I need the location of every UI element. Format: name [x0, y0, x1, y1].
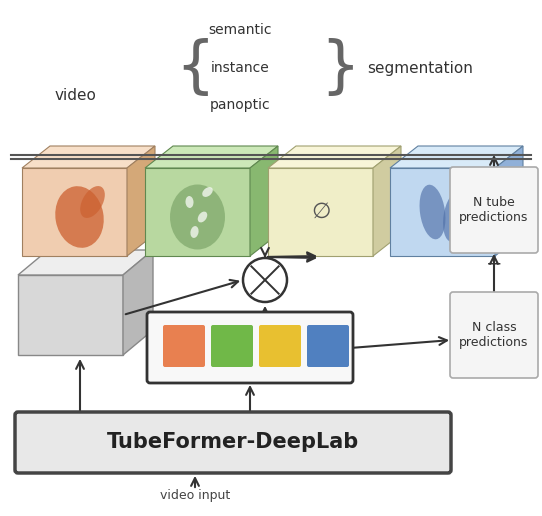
- Ellipse shape: [185, 196, 193, 208]
- Polygon shape: [373, 146, 401, 256]
- Ellipse shape: [198, 212, 207, 222]
- Polygon shape: [18, 275, 123, 355]
- Text: {: {: [175, 38, 215, 98]
- Polygon shape: [22, 168, 127, 256]
- Text: video input: video input: [160, 489, 230, 502]
- Polygon shape: [123, 250, 153, 355]
- Ellipse shape: [55, 186, 104, 248]
- Text: video: video: [54, 88, 96, 103]
- Polygon shape: [390, 146, 523, 168]
- Ellipse shape: [190, 226, 198, 238]
- Ellipse shape: [420, 185, 446, 239]
- FancyBboxPatch shape: [450, 292, 538, 378]
- Polygon shape: [495, 146, 523, 256]
- Text: +: +: [486, 255, 502, 275]
- Polygon shape: [268, 168, 373, 256]
- Polygon shape: [390, 168, 495, 256]
- Polygon shape: [145, 168, 250, 256]
- FancyBboxPatch shape: [163, 325, 205, 367]
- Polygon shape: [22, 146, 155, 168]
- Text: segmentation: segmentation: [367, 60, 473, 75]
- Polygon shape: [18, 250, 153, 275]
- Text: instance: instance: [211, 61, 269, 75]
- Text: semantic: semantic: [208, 23, 272, 37]
- FancyBboxPatch shape: [259, 325, 301, 367]
- Text: }: }: [320, 38, 360, 98]
- Text: TubeFormer-DeepLab: TubeFormer-DeepLab: [107, 432, 359, 453]
- Text: ∅: ∅: [311, 202, 330, 222]
- Polygon shape: [268, 146, 401, 168]
- FancyBboxPatch shape: [307, 325, 349, 367]
- Ellipse shape: [202, 187, 213, 197]
- FancyBboxPatch shape: [147, 312, 353, 383]
- Text: panoptic: panoptic: [210, 98, 270, 112]
- Polygon shape: [250, 146, 278, 256]
- Text: N tube
predictions: N tube predictions: [459, 196, 528, 224]
- FancyBboxPatch shape: [211, 325, 253, 367]
- Polygon shape: [127, 146, 155, 256]
- Ellipse shape: [170, 185, 225, 250]
- Circle shape: [243, 258, 287, 302]
- Ellipse shape: [443, 192, 466, 242]
- FancyBboxPatch shape: [450, 167, 538, 253]
- Ellipse shape: [80, 186, 105, 218]
- Text: N class
predictions: N class predictions: [459, 321, 528, 349]
- FancyBboxPatch shape: [15, 412, 451, 473]
- Polygon shape: [145, 146, 278, 168]
